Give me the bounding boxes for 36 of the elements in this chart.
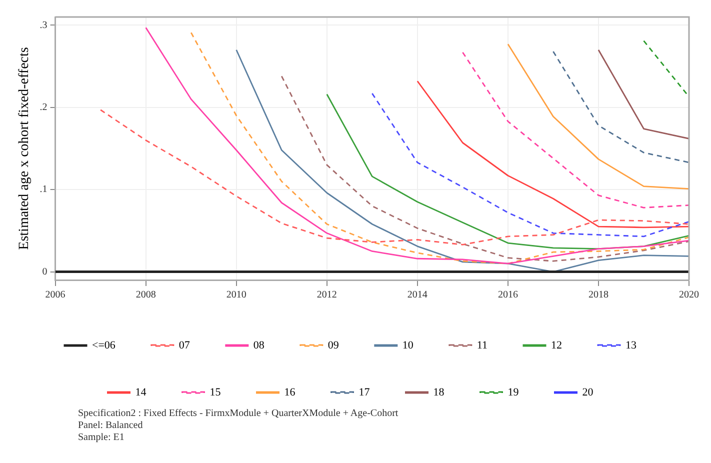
legend-label: 18: [433, 386, 445, 398]
x-tick-label: 2006: [45, 290, 66, 301]
legend-label: 09: [328, 339, 340, 352]
text: Panel: Balanced: [78, 420, 144, 432]
legend-label: 08: [253, 339, 265, 352]
text: Sample: E1: [78, 432, 126, 444]
legend-label: 17: [358, 386, 370, 398]
x-tick-label: 2012: [316, 290, 337, 301]
legend-label: 14: [135, 386, 147, 398]
legend-label: <=06: [92, 339, 116, 352]
y-tick-label: .3: [40, 20, 48, 31]
y-tick-label: .2: [40, 102, 48, 114]
legend-label: 11: [476, 339, 488, 352]
line-series: [280, 75, 689, 262]
line-series: [371, 92, 689, 238]
y-tick-label: .1: [40, 184, 48, 196]
y-axis-title: Estimated age x cohort fixed-effects: [17, 47, 32, 250]
line-series: [552, 50, 689, 164]
x-tick-label: 2016: [498, 290, 518, 301]
x-tick-label: 2018: [588, 290, 608, 301]
y-tick-label: 0: [42, 266, 48, 278]
legend-label: 16: [284, 386, 296, 398]
line-series: [100, 109, 689, 246]
x-tick-label: 2020: [679, 290, 699, 301]
legend-label: 15: [210, 386, 222, 398]
x-tick-label: 2008: [136, 290, 156, 301]
text: Specification2 : Fixed Effects - FirmxModule + QuarterXModule + Age-Cohort: [78, 408, 400, 420]
legend-label: 19: [508, 386, 520, 398]
line-series: [462, 52, 689, 208]
legend-label: 12: [551, 339, 562, 352]
x-tick-label: 2014: [407, 290, 428, 301]
x-tick-label: 2010: [226, 290, 246, 301]
legend-label: 20: [582, 386, 594, 398]
legend-label: 07: [178, 339, 190, 352]
legend-label: 10: [402, 339, 414, 352]
legend-label: 13: [626, 339, 637, 352]
